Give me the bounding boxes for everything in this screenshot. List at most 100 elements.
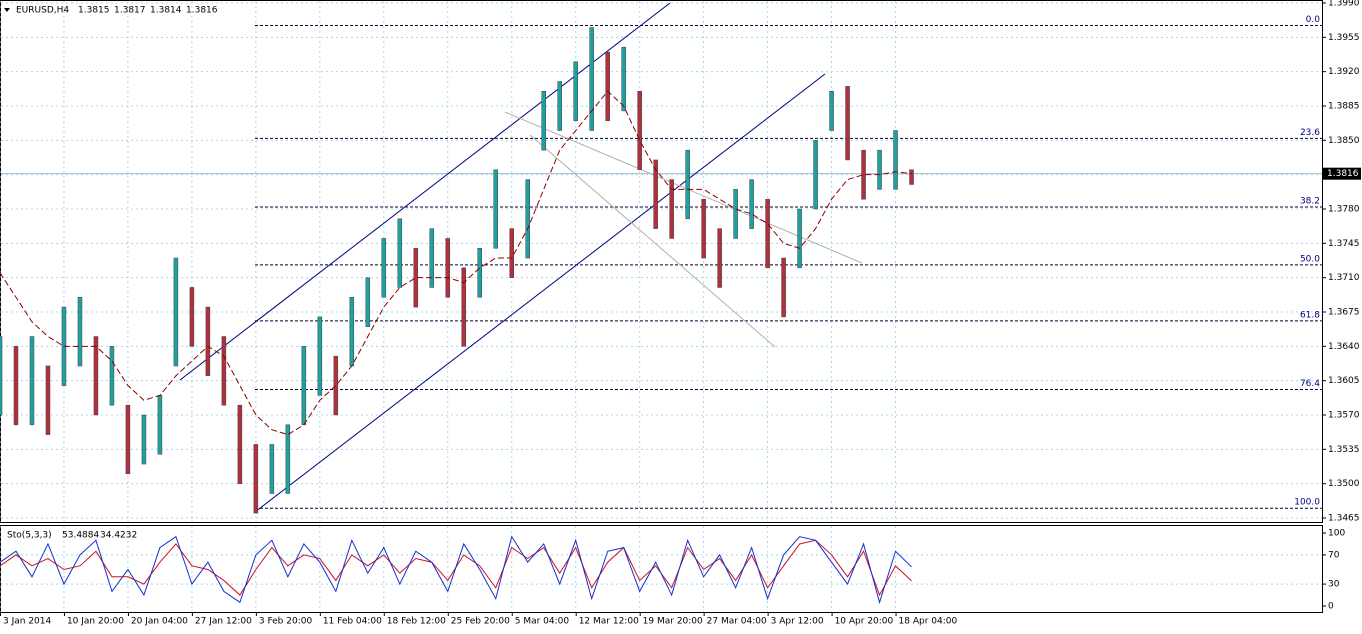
current-price-box	[1323, 167, 1361, 180]
y-tick-label: 1.3675	[1328, 308, 1360, 318]
price-bar	[781, 257, 786, 318]
y-tick-label: 1.3605	[1328, 376, 1360, 386]
y-tick-label: 1.3465	[1328, 514, 1360, 524]
y-tick-label: 0	[1328, 602, 1334, 612]
price-bar	[125, 404, 131, 475]
moving-average	[0, 90, 912, 436]
price-bar	[493, 169, 498, 249]
price-bar	[381, 238, 387, 298]
price-bar	[589, 27, 594, 131]
price-bar	[205, 306, 211, 377]
price-bar	[397, 218, 403, 288]
y-tick-label: 1.3850	[1328, 136, 1360, 146]
price-bar	[685, 149, 690, 220]
current-price-label: 1.3816	[1327, 169, 1359, 179]
indicator-title: Sto(5,3,3)	[7, 531, 52, 541]
price-bar	[13, 346, 19, 426]
price-bar	[765, 198, 770, 269]
y-tick-label: 1.3885	[1328, 102, 1360, 112]
y-tick-label: 1.3955	[1328, 33, 1360, 43]
x-tick-label: 10 Apr 20:00	[835, 617, 894, 627]
price-bar	[653, 159, 658, 229]
menu-arrow	[4, 8, 10, 12]
price-bar	[669, 179, 674, 239]
y-tick-label: 1.3535	[1328, 445, 1360, 455]
price-bar	[461, 267, 467, 347]
x-tick-label: 12 Mar 12:00	[579, 617, 639, 627]
fib-label: 0.0	[1306, 15, 1321, 25]
price-bar	[573, 61, 578, 121]
x-tick-label: 10 Jan 20:00	[67, 617, 124, 627]
price-bar	[349, 297, 355, 367]
x-tick-label: 18 Apr 04:00	[899, 617, 958, 627]
price-bar	[333, 355, 339, 416]
price-bar	[909, 169, 914, 185]
y-tick-label: 1.3710	[1328, 273, 1360, 283]
price-bar	[829, 91, 834, 131]
price-bar	[477, 247, 483, 298]
channel-lower	[254, 73, 826, 513]
x-tick-label: 3 Feb 20:00	[259, 617, 313, 627]
price-bar	[253, 444, 259, 514]
y-tick-label: 1.3745	[1328, 239, 1360, 249]
price-bar	[77, 297, 83, 367]
price-bar	[269, 444, 275, 494]
fib-label: 38.2	[1300, 197, 1320, 207]
price-bar	[365, 277, 371, 327]
y-tick-label: 1.3780	[1328, 205, 1360, 215]
price-bar	[285, 424, 291, 494]
x-tick-label: 3 Apr 12:00	[771, 617, 824, 627]
price-bar	[893, 130, 898, 190]
price-bar	[749, 179, 754, 229]
fib-label: 100.0	[1294, 498, 1320, 508]
x-tick-label: 27 Mar 04:00	[707, 617, 767, 627]
y-tick-label: 100	[1328, 529, 1345, 539]
price-bar	[93, 336, 99, 416]
fib-label: 50.0	[1300, 254, 1320, 264]
y-tick-label: 1.3640	[1328, 342, 1360, 352]
price-bar	[221, 336, 227, 406]
y-tick-label: 70	[1328, 550, 1340, 560]
symbol: EURUSD,H4	[16, 6, 69, 16]
indicator-value: 34.4232	[100, 531, 137, 541]
trend-line	[529, 134, 776, 348]
quote-value: 1.3815	[78, 6, 110, 16]
x-tick-label: 20 Jan 04:00	[131, 617, 188, 627]
x-tick-label: 5 Mar 04:00	[515, 617, 570, 627]
price-bar	[525, 179, 530, 259]
y-tick-label: 30	[1328, 580, 1340, 590]
price-bar	[189, 287, 195, 347]
x-tick-label: 3 Jan 2014	[3, 617, 51, 627]
fib-label: 23.6	[1300, 128, 1320, 138]
price-bar	[317, 316, 323, 396]
price-bar	[541, 91, 546, 151]
price-bar	[141, 414, 147, 465]
price-bar	[445, 238, 451, 298]
price-bar	[637, 91, 642, 171]
price-bar	[621, 46, 626, 112]
price-bar	[605, 51, 610, 121]
price-bar	[797, 208, 802, 269]
y-tick-label: 1.3920	[1328, 67, 1360, 77]
y-tick-label: 1.3990	[1328, 0, 1360, 9]
x-tick-label: 11 Feb 04:00	[323, 617, 382, 627]
x-tick-label: 18 Feb 12:00	[387, 617, 446, 627]
trend-line	[504, 111, 863, 264]
indicator-value: 53.4884	[62, 531, 99, 541]
price-bar	[845, 86, 850, 161]
price-bar	[0, 336, 3, 416]
price-bar	[109, 346, 115, 406]
price-pane	[0, 0, 1323, 523]
stoch-k	[0, 535, 912, 605]
y-tick-label: 1.3500	[1328, 479, 1360, 489]
price-bar	[509, 228, 514, 278]
price-bar	[877, 149, 882, 190]
price-bar	[717, 228, 722, 288]
price-bar	[701, 198, 706, 259]
quote-value: 1.3814	[150, 6, 182, 16]
x-tick-label: 27 Jan 12:00	[195, 617, 252, 627]
stoch-pane	[0, 525, 1323, 613]
x-tick-label: 25 Feb 20:00	[451, 617, 510, 627]
